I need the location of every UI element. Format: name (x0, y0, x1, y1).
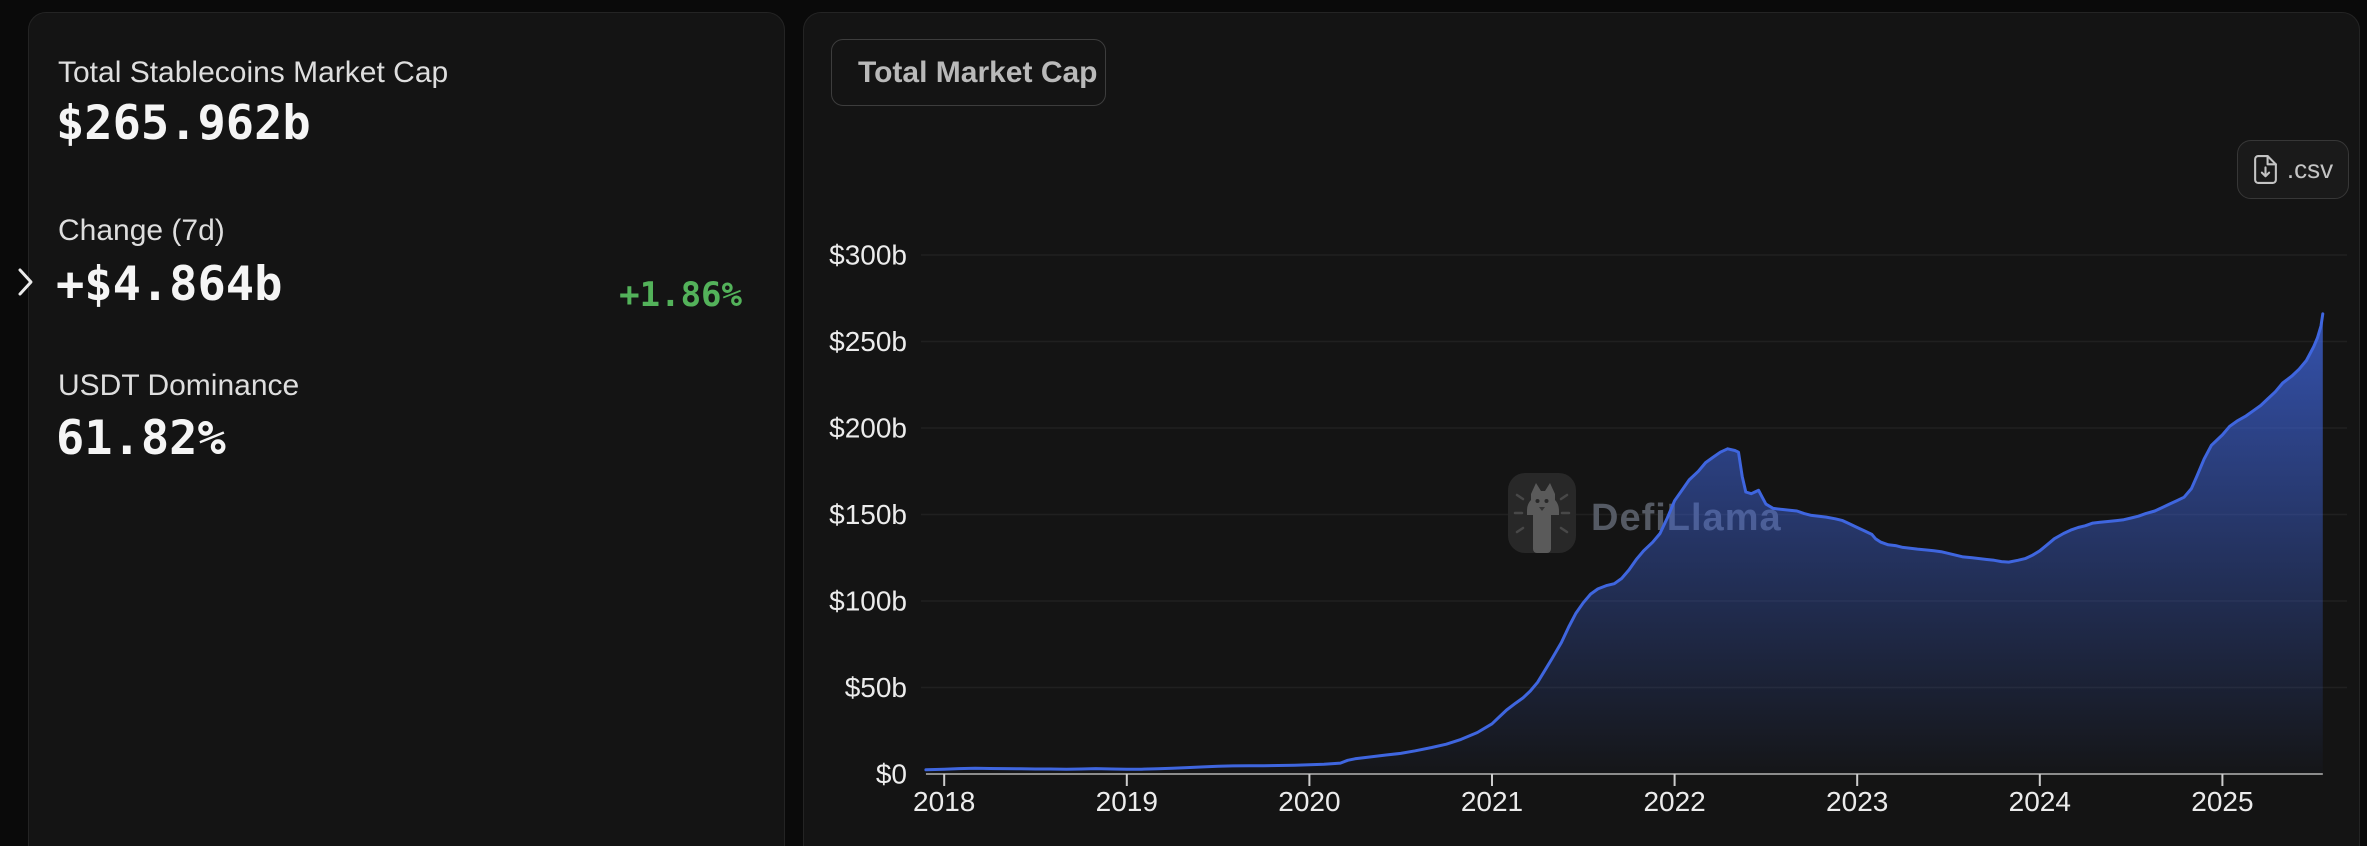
x-axis-label: 2021 (1461, 786, 1523, 817)
llama-sparkle-rays (1513, 493, 1571, 534)
chart-panel: DefiLlama $300b$250b$200b$150b$100b$50b$… (803, 12, 2360, 846)
chart-axes (925, 773, 2323, 786)
usdt-dominance-label: USDT Dominance (58, 369, 300, 402)
csv-download-button[interactable]: .csv (2237, 140, 2349, 199)
metric-dropdown-label: Total Market Cap (858, 55, 1098, 89)
y-axis-label: $300b (829, 240, 907, 271)
chevron-right-icon[interactable] (17, 267, 34, 297)
total-marketcap-value: $265.962b (56, 96, 311, 151)
change-7d-value: +$4.864b (56, 257, 283, 312)
y-axis-label: $100b (829, 586, 907, 617)
y-axis-label: $0 (876, 759, 907, 790)
y-axis-label: $50b (845, 672, 907, 703)
x-axis-label: 2023 (1826, 786, 1888, 817)
total-marketcap-label: Total Stablecoins Market Cap (58, 56, 449, 89)
change-7d-percent-badge: +1.86% (619, 275, 742, 315)
x-axis-label: 2019 (1096, 786, 1158, 817)
x-axis-label: 2025 (2191, 786, 2253, 817)
stablecoins-marketcap-chart[interactable]: DefiLlama $300b$250b$200b$150b$100b$50b$… (804, 13, 2361, 846)
stats-panel: Total Stablecoins Market Cap $265.962b C… (28, 12, 785, 846)
change-7d-label: Change (7d) (58, 214, 225, 247)
chart-line (924, 312, 2325, 772)
chart-area (925, 313, 2323, 774)
usdt-dominance-value: 61.82% (56, 411, 226, 466)
y-axis-label: $250b (829, 326, 907, 357)
x-axis-label: 2022 (1643, 786, 1705, 817)
x-axis-label: 2020 (1278, 786, 1340, 817)
x-axis-label: 2024 (2009, 786, 2071, 817)
y-axis-label: $150b (829, 499, 907, 530)
y-axis-label: $200b (829, 413, 907, 444)
metric-dropdown[interactable]: Total Market Cap (831, 39, 1106, 106)
llama-icon (1527, 483, 1559, 553)
x-axis-label: 2018 (913, 786, 975, 817)
chart-series (924, 312, 2325, 774)
file-download-icon (2253, 155, 2277, 184)
csv-button-label: .csv (2286, 154, 2334, 184)
